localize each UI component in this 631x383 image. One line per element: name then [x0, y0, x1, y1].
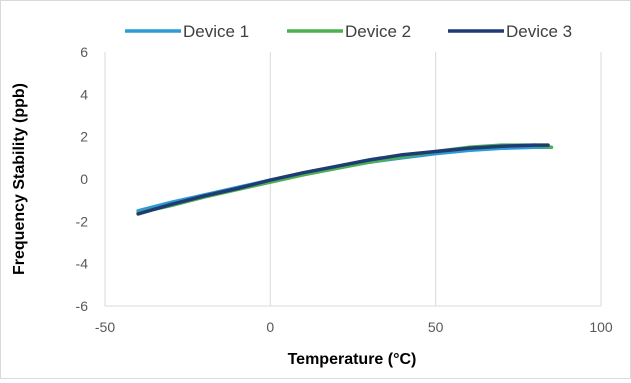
legend-label-2: Device 2 — [345, 22, 411, 41]
y-axis-title: Frequency Stability (ppb) — [11, 83, 28, 275]
y-tick-labels: -6 -4 -2 0 2 4 6 — [76, 44, 89, 314]
x-axis-title: Temperature (°C) — [288, 351, 417, 368]
x-tick-label: 50 — [428, 319, 444, 335]
y-tick-label: -4 — [76, 256, 89, 272]
legend-label-3: Device 3 — [506, 22, 572, 41]
series-line-1 — [136, 145, 554, 213]
y-tick-label: 2 — [80, 129, 88, 145]
legend-label-1: Device 1 — [183, 22, 249, 41]
y-tick-label: -6 — [76, 298, 89, 314]
y-tick-label: 4 — [80, 86, 88, 102]
y-tick-label: 0 — [80, 171, 88, 187]
x-tick-label: 100 — [589, 319, 613, 335]
series-lines — [136, 143, 554, 216]
x-tick-label: 0 — [266, 319, 274, 335]
y-tick-label: -2 — [76, 213, 89, 229]
x-tick-label: -50 — [95, 319, 115, 335]
legend: Device 1 Device 2 Device 3 — [125, 22, 572, 41]
series-line-2 — [136, 143, 554, 215]
x-tick-labels: -50 0 50 100 — [95, 319, 613, 335]
grid — [104, 52, 602, 307]
y-tick-label: 6 — [80, 44, 88, 60]
series-line-3 — [136, 143, 550, 216]
